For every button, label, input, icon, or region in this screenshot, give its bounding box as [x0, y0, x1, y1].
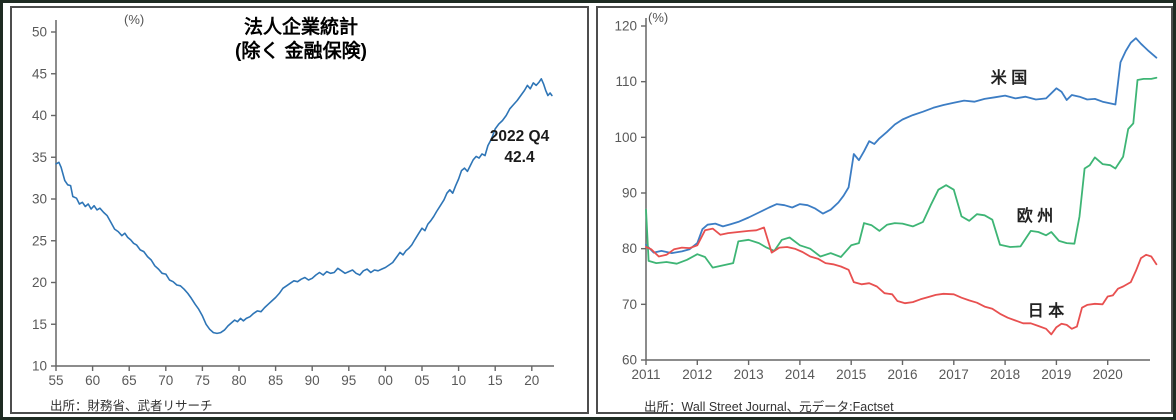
right-chart-panel: 120 110 100 90 80 70 60 2011 2012 2013 2014 2015 201…: [596, 6, 1173, 414]
annotation-value: 42.4: [504, 149, 535, 167]
y-tick-label: 25: [32, 233, 47, 248]
x-tick-label: 70: [158, 373, 173, 388]
y-tick-label: 120: [614, 19, 637, 34]
left-chart-title: 法人企業統計: [243, 17, 358, 38]
x-tick-label: 15: [488, 373, 503, 388]
y-tick-label: 50: [32, 25, 47, 40]
y-tick-label: 40: [32, 108, 47, 123]
series-line-法人企業統計（除く金融保険）: [55, 78, 553, 335]
x-tick-label: 2013: [734, 367, 764, 382]
left-chart-panel: 50 45 40 35 30 25 20 15 10 55 60 65 70 75 80 85 90 95 00 05…: [10, 6, 589, 414]
x-tick-label: 2012: [682, 367, 712, 382]
annotation-period: 2022 Q4: [489, 128, 550, 145]
y-tick-label: 60: [622, 353, 637, 368]
x-tick-label: 2020: [1093, 367, 1123, 382]
y-tick-label: 45: [32, 66, 47, 81]
y-tick-label: 80: [622, 241, 637, 256]
y-tick-label: 10: [32, 359, 47, 374]
x-tick-label: 2018: [990, 367, 1020, 382]
series-line-欧州: [645, 76, 1158, 269]
x-tick-label: 85: [268, 373, 283, 388]
series-label-japan: 日 本: [1027, 303, 1065, 320]
x-tick-label: 65: [122, 373, 137, 388]
left-unit-label: (%): [124, 12, 145, 27]
series-label-europe: 欧 州: [1016, 208, 1054, 225]
y-tick-label: 30: [32, 192, 47, 207]
right-unit-label: (%): [648, 10, 669, 25]
latest-value-annotation: 2022 Q4 42.4: [452, 126, 587, 169]
x-tick-label: 2017: [939, 367, 969, 382]
x-tick-label: 20: [524, 373, 539, 388]
y-tick-label: 70: [622, 297, 637, 312]
series-line-米国: [645, 37, 1158, 255]
x-tick-label: 2011: [631, 367, 660, 382]
y-tick-label: 90: [622, 186, 637, 201]
right-source-note: 出所：Wall Street Journal、元データ:Factset: [644, 400, 894, 414]
y-tick-label: 15: [32, 317, 47, 332]
x-tick-label: 60: [85, 373, 100, 388]
x-tick-label: 95: [341, 373, 356, 388]
x-tick-label: 10: [451, 373, 466, 388]
left-chart-title-block: 法人企業統計 (除く 金融保険): [171, 16, 431, 64]
x-tick-label: 90: [305, 373, 320, 388]
y-tick-label: 35: [32, 150, 47, 165]
x-tick-label: 2016: [887, 367, 917, 382]
left-chart-subtitle: (除く 金融保険): [235, 40, 367, 62]
x-tick-label: 55: [48, 373, 63, 388]
x-tick-label: 75: [195, 373, 210, 388]
x-tick-label: 80: [231, 373, 246, 388]
x-tick-label: 2014: [785, 367, 816, 382]
y-tick-label: 20: [32, 275, 47, 290]
y-tick-label: 100: [614, 130, 637, 145]
series-line-日本: [645, 226, 1158, 336]
left-source-note: 出所：財務省、武者リサーチ: [50, 399, 213, 413]
x-tick-label: 2019: [1041, 367, 1071, 382]
x-tick-label: 2015: [836, 367, 866, 382]
x-tick-label: 00: [378, 373, 393, 388]
y-tick-label: 110: [615, 74, 637, 89]
series-label-usa: 米 国: [990, 70, 1028, 87]
x-tick-label: 05: [414, 373, 429, 388]
